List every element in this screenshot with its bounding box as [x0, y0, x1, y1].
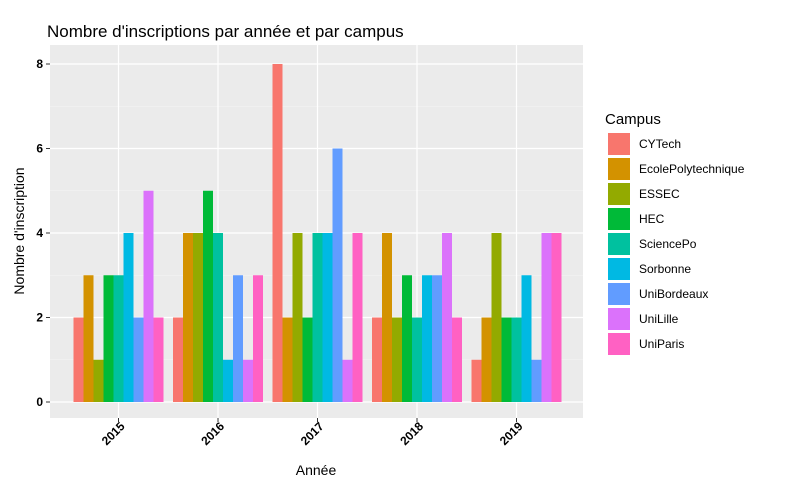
bar	[193, 233, 203, 402]
x-tick-label: 2018	[397, 419, 426, 448]
bar	[481, 317, 492, 402]
legend-label: SciencePo	[639, 237, 697, 251]
legend-label: HEC	[639, 212, 665, 226]
bar	[511, 317, 522, 402]
bar	[173, 317, 183, 402]
legend-label: EcolePolytechnique	[639, 162, 745, 176]
legend-key	[608, 183, 630, 205]
chart-title: Nombre d'inscriptions par année et par c…	[47, 22, 404, 41]
legend-title: Campus	[605, 111, 661, 128]
bar	[372, 317, 382, 402]
x-tick-label: 2015	[99, 419, 128, 448]
legend-label: UniLille	[639, 312, 679, 326]
legend-label: CYTech	[639, 137, 681, 151]
y-tick-label: 2	[36, 311, 43, 325]
bar	[412, 317, 422, 402]
bar	[143, 190, 154, 402]
legend-key	[608, 133, 630, 155]
bar	[292, 233, 303, 402]
bar	[282, 317, 293, 402]
bar	[452, 317, 462, 402]
legend-key	[608, 333, 630, 355]
legend: Campus CYTech EcolePolytechnique ESSEC HEC S…	[605, 111, 745, 355]
y-axis-ticks: 0 2 4 6 8	[36, 57, 50, 409]
bar	[213, 233, 223, 402]
bar	[123, 233, 134, 402]
bar	[113, 275, 124, 402]
bar	[342, 359, 353, 402]
bar	[392, 317, 402, 402]
x-axis-ticks: 2015 2016 2017 2018 2019	[99, 418, 526, 448]
bar	[551, 233, 562, 402]
bar	[183, 233, 193, 402]
legend-key	[608, 308, 630, 330]
bar	[332, 148, 343, 402]
y-tick-label: 0	[36, 395, 43, 409]
bar	[541, 233, 552, 402]
bar	[501, 317, 512, 402]
y-tick-label: 6	[36, 142, 43, 156]
y-tick-label: 8	[36, 57, 43, 71]
bar	[312, 233, 323, 402]
bar	[382, 233, 392, 402]
legend-label: ESSEC	[639, 187, 680, 201]
legend-label: Sorbonne	[639, 262, 691, 276]
bar	[402, 275, 412, 402]
bar	[442, 233, 452, 402]
x-tick-label: 2017	[298, 419, 327, 448]
bar	[471, 359, 482, 402]
x-axis-title: Année	[296, 462, 337, 478]
bar	[83, 275, 94, 402]
legend-key	[608, 208, 630, 230]
legend-label: UniParis	[639, 337, 684, 351]
y-tick-label: 4	[36, 226, 43, 240]
bar	[521, 275, 532, 402]
bar	[272, 64, 283, 402]
bar	[531, 359, 542, 402]
legend-key	[608, 233, 630, 255]
bar	[93, 359, 104, 402]
bar	[422, 275, 432, 402]
bar	[223, 359, 233, 402]
y-axis-title: Nombre d'inscription	[11, 167, 27, 294]
bar	[243, 359, 253, 402]
bar	[432, 275, 442, 402]
bar	[153, 317, 164, 402]
bar-group	[73, 64, 562, 402]
bar	[253, 275, 263, 402]
bar	[203, 190, 213, 402]
x-tick-label: 2019	[497, 419, 526, 448]
legend-key	[608, 258, 630, 280]
bar	[322, 233, 333, 402]
legend-label: UniBordeaux	[639, 287, 708, 301]
bar	[302, 317, 313, 402]
bar	[103, 275, 114, 402]
x-tick-label: 2016	[198, 419, 227, 448]
bar	[73, 317, 84, 402]
bar	[352, 233, 363, 402]
bar	[133, 317, 144, 402]
legend-key	[608, 283, 630, 305]
bar	[491, 233, 502, 402]
legend-key	[608, 158, 630, 180]
legend-items: CYTech EcolePolytechnique ESSEC HEC ScienceP…	[608, 133, 745, 355]
bar	[233, 275, 243, 402]
